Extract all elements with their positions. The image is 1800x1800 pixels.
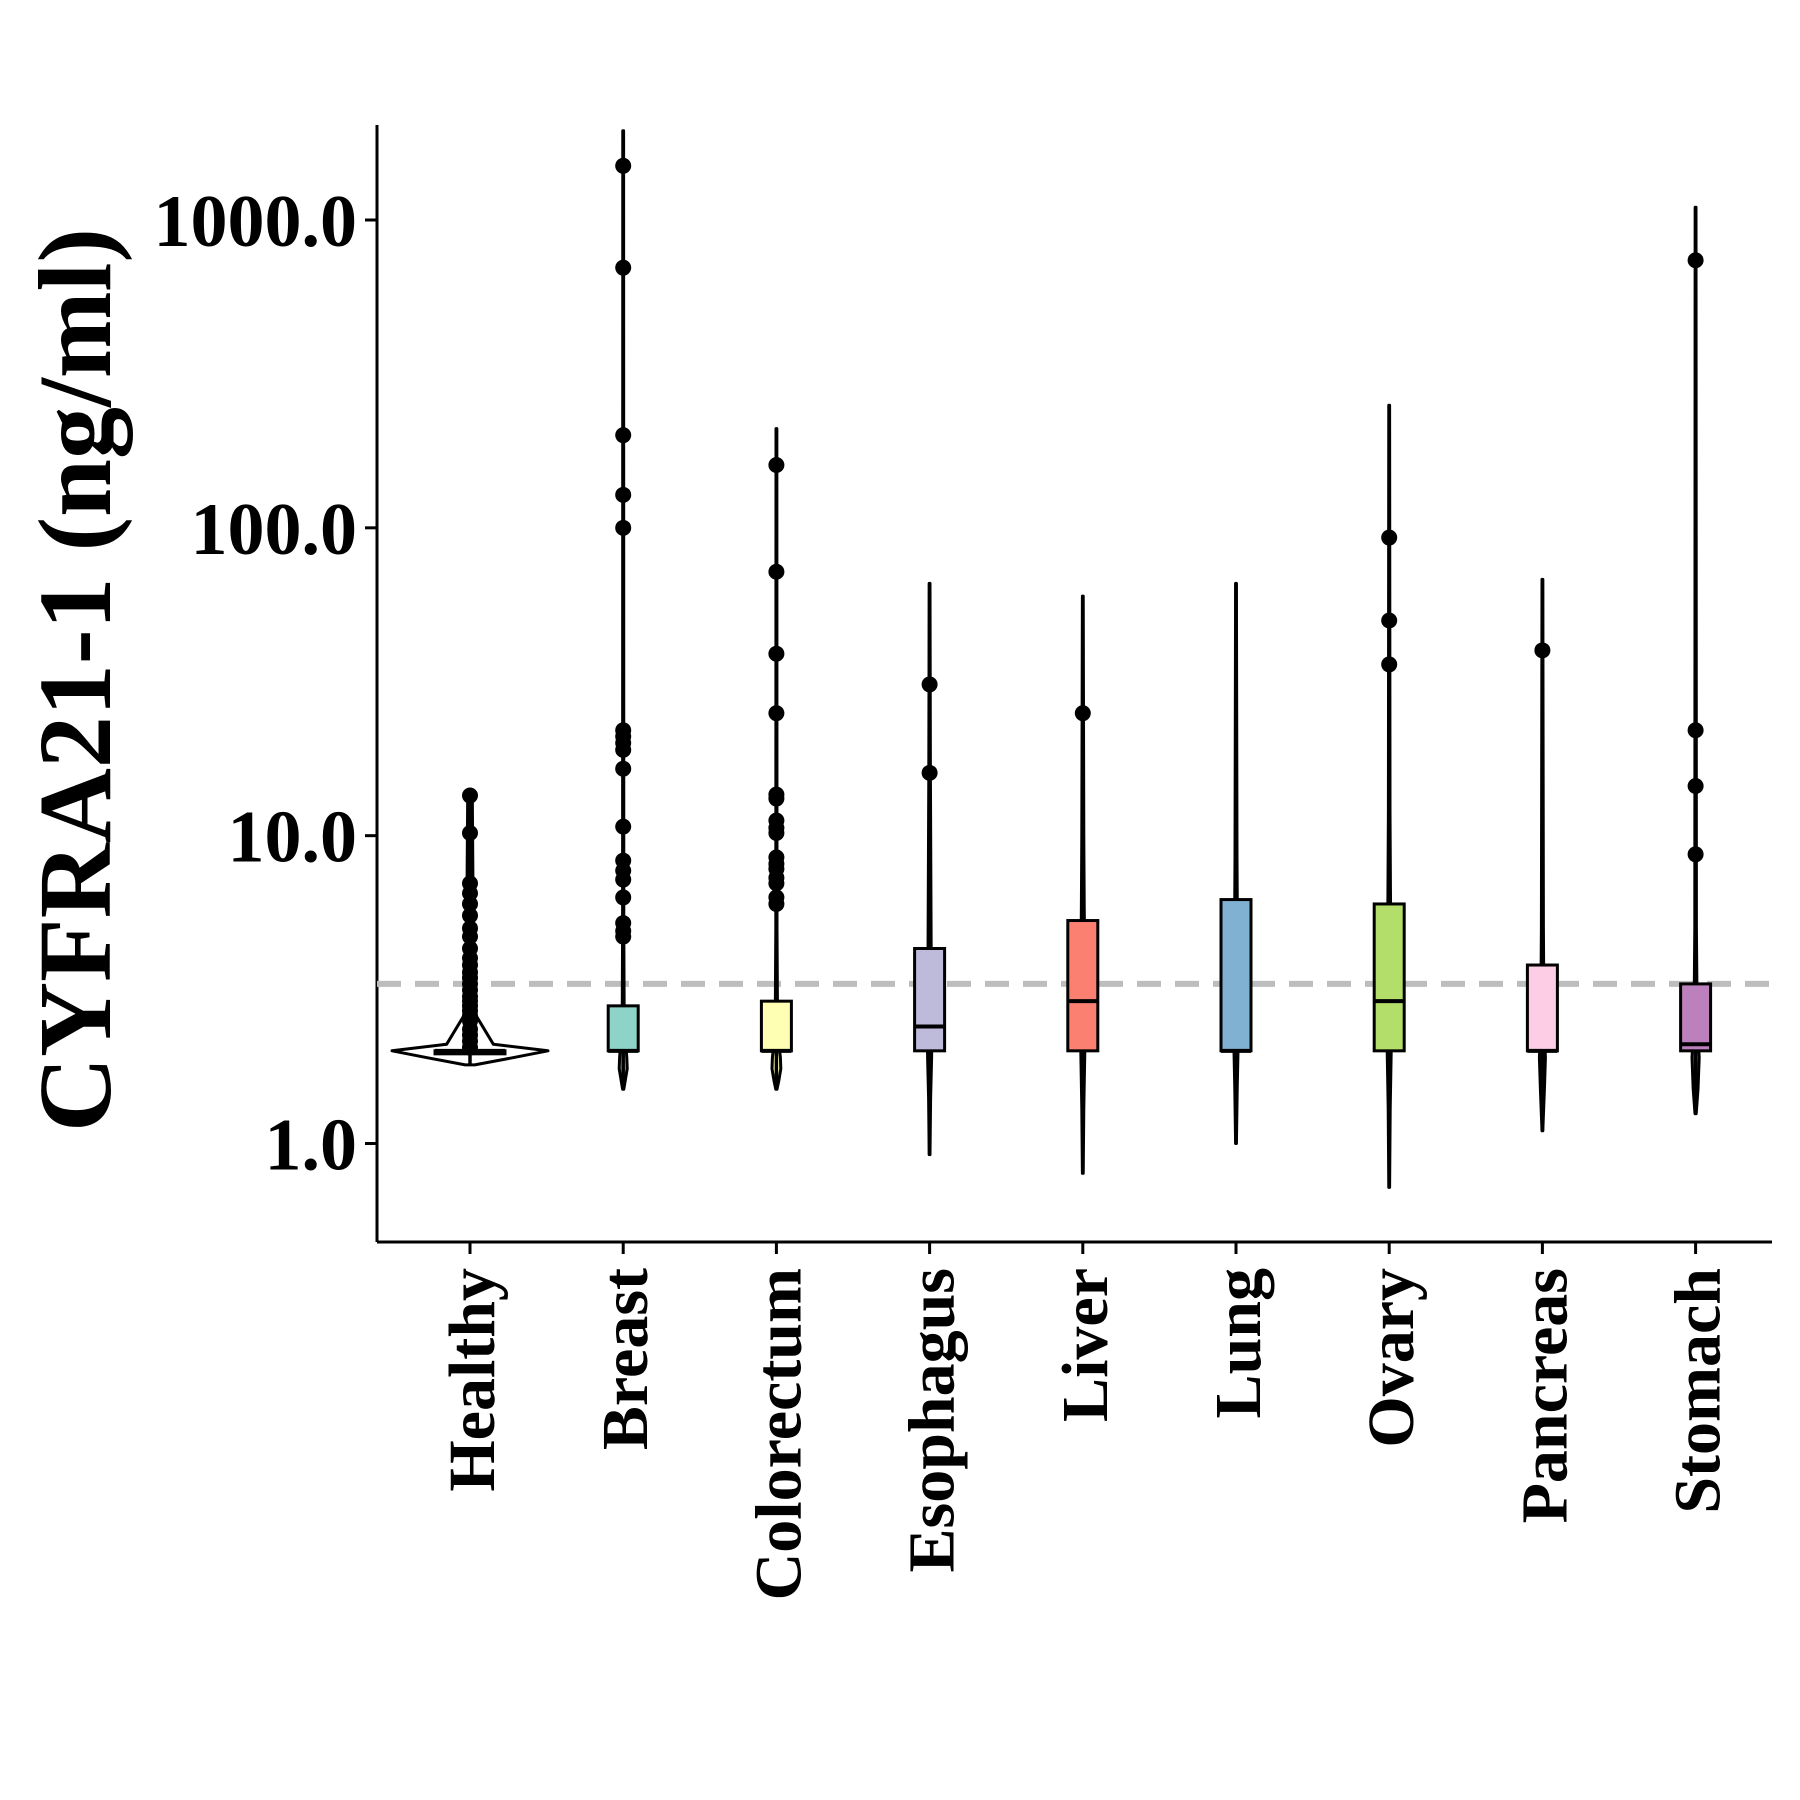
x-tick-label: Breast: [589, 1268, 662, 1450]
outlier-point: [1534, 642, 1551, 659]
outlier-point: [768, 790, 785, 807]
group-breast: [606, 129, 640, 1091]
group-pancreas: [1525, 577, 1559, 1133]
outlier-point: [1687, 722, 1704, 739]
outlier-point: [768, 563, 785, 580]
outlier-point: [615, 818, 632, 835]
box: [1525, 963, 1559, 1053]
x-tick-label: Colorectum: [742, 1268, 815, 1600]
outlier-point: [921, 676, 938, 693]
group-esophagus: [913, 581, 947, 1157]
box: [1066, 919, 1100, 1053]
outlier-point: [768, 895, 785, 912]
outlier-point: [615, 871, 632, 888]
y-tick-label: 10.0: [228, 797, 358, 879]
outlier-point: [768, 456, 785, 473]
group-ovary: [1372, 403, 1406, 1189]
y-tick-label: 100.0: [191, 489, 358, 571]
outlier-point: [615, 157, 632, 174]
x-tick-label: Ovary: [1355, 1268, 1428, 1448]
x-tick-label: Lung: [1202, 1268, 1275, 1418]
plot-groups: [390, 129, 1713, 1189]
outlier-point: [1687, 777, 1704, 794]
group-lung: [1219, 581, 1253, 1145]
outlier-point: [462, 940, 478, 957]
outlier-point: [462, 907, 478, 924]
x-tick-label: Liver: [1049, 1268, 1122, 1422]
outlier-point: [1381, 612, 1398, 629]
y-tick-label: 1000.0: [154, 181, 358, 263]
y-axis: 1.0 10.0 100.0 1000.0: [154, 125, 379, 1242]
outlier-point: [1381, 656, 1398, 673]
outlier-point: [462, 787, 478, 804]
group-liver: [1066, 594, 1100, 1175]
x-tick-label: Pancreas: [1508, 1268, 1581, 1523]
x-tick-label: Healthy: [436, 1268, 509, 1492]
group-stomach: [1679, 205, 1713, 1116]
outlier-point: [615, 760, 632, 777]
group-healthy: [390, 787, 550, 1067]
x-tick-label: Esophagus: [896, 1268, 969, 1573]
outlier-point: [768, 645, 785, 662]
x-tick-label: Stomach: [1662, 1268, 1735, 1514]
box: [1372, 902, 1406, 1053]
outlier-point: [462, 825, 478, 842]
outlier-point: [615, 889, 632, 906]
outlier-point: [462, 920, 478, 937]
outlier-point: [1074, 705, 1091, 722]
outlier-point: [921, 764, 938, 781]
x-axis: Healthy Breast Colorectum Esophagus Liver Lun…: [377, 1240, 1772, 1600]
box: [1219, 898, 1253, 1053]
outlier-point: [615, 741, 632, 758]
y-tick-label: 1.0: [265, 1105, 358, 1187]
outlier-point: [768, 875, 785, 892]
group-colorectum: [759, 427, 793, 1091]
box: [1679, 982, 1713, 1053]
y-axis-title: CYFRA21-1 (ng/ml): [18, 228, 133, 1132]
outlier-point: [615, 519, 632, 536]
outlier-point: [615, 259, 632, 276]
outlier-point: [1687, 846, 1704, 863]
outlier-point: [1381, 529, 1398, 546]
outlier-point: [768, 825, 785, 842]
box: [913, 946, 947, 1053]
outlier-point: [615, 928, 632, 945]
outlier-point: [462, 875, 478, 892]
outlier-point: [615, 427, 632, 444]
outlier-point: [1687, 252, 1704, 269]
box: [606, 1004, 640, 1053]
outlier-point: [615, 486, 632, 503]
outlier-point: [768, 705, 785, 722]
box: [759, 999, 793, 1053]
